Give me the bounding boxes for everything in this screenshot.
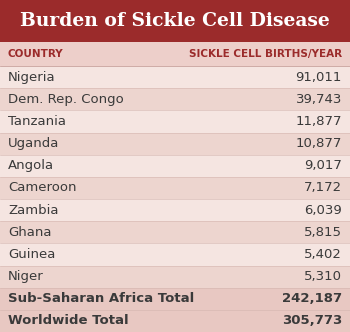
Text: Nigeria: Nigeria	[8, 71, 56, 84]
Text: 91,011: 91,011	[296, 71, 342, 84]
Text: Angola: Angola	[8, 159, 54, 172]
Bar	[0, 88, 350, 110]
Bar	[0, 110, 350, 132]
Bar	[0, 221, 350, 243]
Text: 7,172: 7,172	[304, 181, 342, 195]
Text: COUNTRY: COUNTRY	[8, 49, 64, 59]
Text: Sub-Saharan Africa Total: Sub-Saharan Africa Total	[8, 292, 194, 305]
Text: Burden of Sickle Cell Disease: Burden of Sickle Cell Disease	[20, 12, 330, 30]
Bar	[0, 0, 350, 42]
Bar	[0, 199, 350, 221]
Bar	[0, 177, 350, 199]
Bar	[0, 243, 350, 266]
Text: 5,402: 5,402	[304, 248, 342, 261]
Text: 10,877: 10,877	[296, 137, 342, 150]
Bar	[0, 155, 350, 177]
Text: Zambia: Zambia	[8, 204, 58, 216]
Text: 305,773: 305,773	[282, 314, 342, 327]
Text: Guinea: Guinea	[8, 248, 55, 261]
Text: 39,743: 39,743	[296, 93, 342, 106]
Text: Worldwide Total: Worldwide Total	[8, 314, 129, 327]
Bar	[0, 266, 350, 288]
Text: Niger: Niger	[8, 270, 44, 283]
Text: Cameroon: Cameroon	[8, 181, 77, 195]
Bar	[0, 42, 350, 66]
Bar	[0, 132, 350, 155]
Text: 242,187: 242,187	[282, 292, 342, 305]
Text: Uganda: Uganda	[8, 137, 60, 150]
Text: 6,039: 6,039	[304, 204, 342, 216]
Text: 9,017: 9,017	[304, 159, 342, 172]
Text: 11,877: 11,877	[295, 115, 342, 128]
Text: Ghana: Ghana	[8, 226, 51, 239]
Text: Tanzania: Tanzania	[8, 115, 66, 128]
Text: SICKLE CELL BIRTHS/YEAR: SICKLE CELL BIRTHS/YEAR	[189, 49, 342, 59]
Text: Dem. Rep. Congo: Dem. Rep. Congo	[8, 93, 124, 106]
Text: 5,310: 5,310	[304, 270, 342, 283]
Bar	[0, 288, 350, 310]
Text: 5,815: 5,815	[304, 226, 342, 239]
Bar	[0, 310, 350, 332]
Bar	[0, 66, 350, 88]
